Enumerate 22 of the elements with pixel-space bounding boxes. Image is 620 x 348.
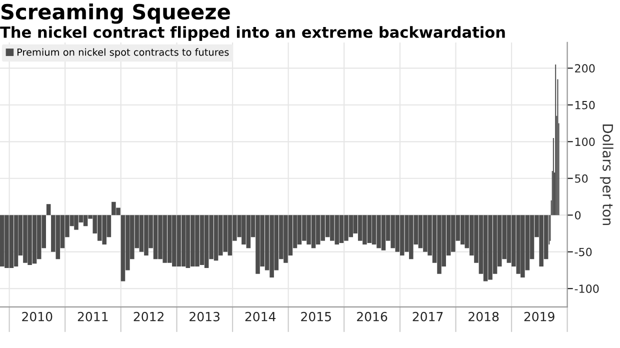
y-tick-label: 200 [575, 64, 595, 73]
x-tick-label: 2012 [134, 312, 164, 322]
bar [46, 204, 51, 216]
x-tick-label: 2015 [301, 312, 331, 322]
y-tick-label: 100 [575, 138, 595, 146]
y-tick-label: 0 [574, 211, 581, 220]
y-tick-label: -100 [574, 284, 599, 293]
chart-title: Screaming Squeeze [1, 3, 230, 24]
x-tick-label: 2017 [412, 312, 443, 322]
x-tick-label: 2014 [245, 312, 276, 322]
x-tick-label: 2011 [78, 312, 108, 322]
x-tick-label: 2019 [524, 312, 554, 322]
y-tick-label: 150 [575, 100, 595, 110]
x-tick-label: 2016 [357, 312, 388, 322]
y-tick-label: -50 [574, 248, 592, 256]
legend-label: Premium on nickel spot contracts to futures [17, 48, 229, 58]
x-tick-label: 2013 [190, 312, 220, 322]
x-tick-label: 2018 [468, 312, 499, 322]
y-axis-title: Dollars per ton [600, 124, 614, 226]
x-tick-label: 2010 [22, 312, 52, 322]
y-tick-label: 50 [575, 174, 588, 183]
chart-subtitle: The nickel contract flipped into an extreme backwardation [0, 26, 505, 41]
